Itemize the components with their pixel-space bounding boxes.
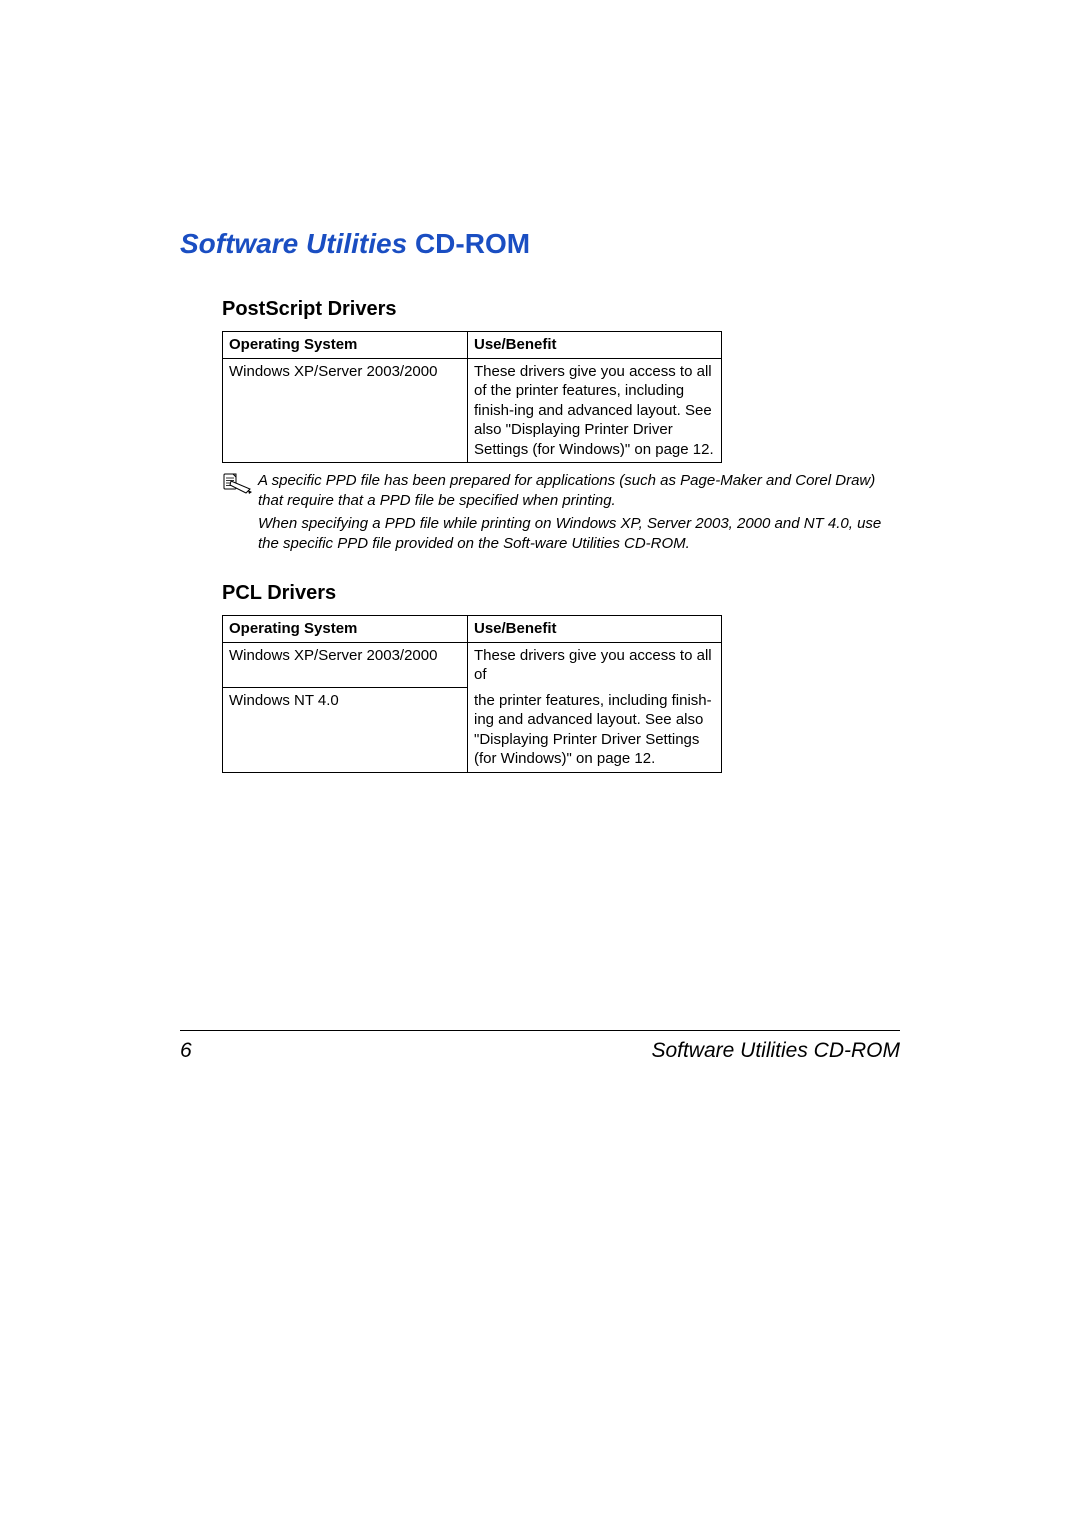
section2-title: PCL Drivers	[222, 582, 900, 605]
note-block: A specific PPD file has been prepared fo…	[222, 471, 900, 556]
cell-os: Windows XP/Server 2003/2000	[223, 642, 468, 688]
note-p2: When specifying a PPD file while printin…	[258, 514, 896, 555]
note-p1: A specific PPD file has been prepared fo…	[258, 471, 896, 512]
cell-os: Windows NT 4.0	[223, 688, 468, 773]
cell-benefit: the printer features, including finish-i…	[468, 688, 722, 773]
footer-rule	[180, 1030, 900, 1031]
table-row: Windows XP/Server 2003/2000 These driver…	[223, 642, 722, 688]
footer-row: 6 Software Utilities CD-ROM	[180, 1039, 900, 1063]
footer-title: Software Utilities CD-ROM	[651, 1039, 900, 1063]
note-text: A specific PPD file has been prepared fo…	[258, 471, 900, 556]
cell-os: Windows XP/Server 2003/2000	[223, 358, 468, 463]
section1-title: PostScript Drivers	[222, 298, 900, 321]
col-os: Operating System	[223, 332, 468, 359]
cell-benefit: These drivers give you access to all of	[468, 642, 722, 688]
col-os: Operating System	[223, 616, 468, 643]
pcl-table: Operating System Use/Benefit Windows XP/…	[222, 615, 722, 773]
table-row: Windows NT 4.0 the printer features, inc…	[223, 688, 722, 773]
main-heading: Software Utilities CD-ROM	[180, 228, 900, 260]
table-row: Windows XP/Server 2003/2000 These driver…	[223, 358, 722, 463]
heading-bold: CD-ROM	[407, 228, 530, 259]
page-footer: 6 Software Utilities CD-ROM	[180, 1030, 900, 1063]
table-header-row: Operating System Use/Benefit	[223, 616, 722, 643]
cell-benefit: These drivers give you access to all of …	[468, 358, 722, 463]
col-benefit: Use/Benefit	[468, 332, 722, 359]
postscript-table: Operating System Use/Benefit Windows XP/…	[222, 331, 722, 463]
page-content: Software Utilities CD-ROM PostScript Dri…	[0, 0, 1080, 773]
note-icon	[222, 471, 258, 556]
table-header-row: Operating System Use/Benefit	[223, 332, 722, 359]
page-number: 6	[180, 1039, 192, 1063]
heading-italic: Software Utilities	[180, 228, 407, 259]
col-benefit: Use/Benefit	[468, 616, 722, 643]
